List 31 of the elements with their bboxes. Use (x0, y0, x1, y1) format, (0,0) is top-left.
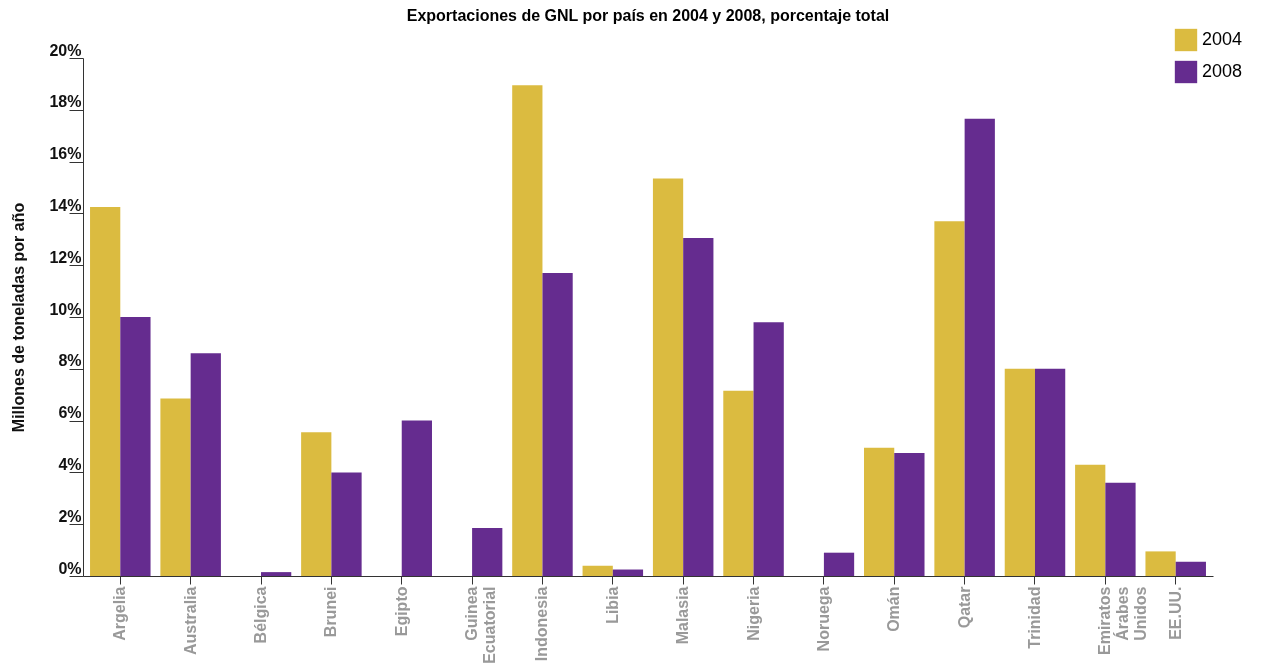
y-tick-label: 2% (58, 507, 82, 525)
legend-label: 2008 (1202, 61, 1243, 81)
y-tick-label: 8% (58, 352, 82, 370)
y-tick-label: 6% (58, 404, 82, 422)
x-tick-label: Noruega (814, 586, 832, 652)
x-tick-label: Qatar (955, 586, 973, 629)
y-tick-label: 0% (58, 559, 82, 577)
y-axis-title: Millones de toneladas por año (10, 202, 28, 433)
y-tick-label: 16% (49, 145, 82, 163)
x-tick-label: Bélgica (252, 586, 270, 644)
x-tick-label: Nigeria (744, 586, 762, 641)
x-tick-label: Australia (181, 586, 199, 655)
y-tick-label: 20% (49, 41, 82, 59)
x-tick-label: Argelia (111, 586, 129, 641)
x-tick-label: Malasia (674, 586, 692, 645)
x-tick-label: Libia (603, 586, 621, 624)
x-tick-label: Brunei (322, 586, 340, 638)
y-tick-label: 12% (49, 248, 82, 266)
y-tick-label: 4% (58, 455, 82, 473)
chart-title: Exportaciones de GNL por país en 2004 y 2008, porcentaje total (406, 7, 890, 24)
legend-label: 2004 (1202, 29, 1243, 49)
y-tick-label: 18% (49, 93, 82, 111)
x-tick-label: EE.UU. (1166, 586, 1184, 640)
x-tick-label: Trinidad (1025, 586, 1043, 649)
x-tick-label: Indonesia (533, 586, 551, 662)
x-tick-label: Guinea Ecuatorial (463, 586, 499, 664)
x-tick-label: Egipto (392, 586, 410, 637)
x-tick-label: Omán (885, 586, 903, 632)
y-tick-label: 14% (49, 196, 82, 214)
x-tick-label: Emiratos Árabes Unidos (1096, 586, 1150, 655)
y-tick-label: 10% (49, 300, 82, 318)
